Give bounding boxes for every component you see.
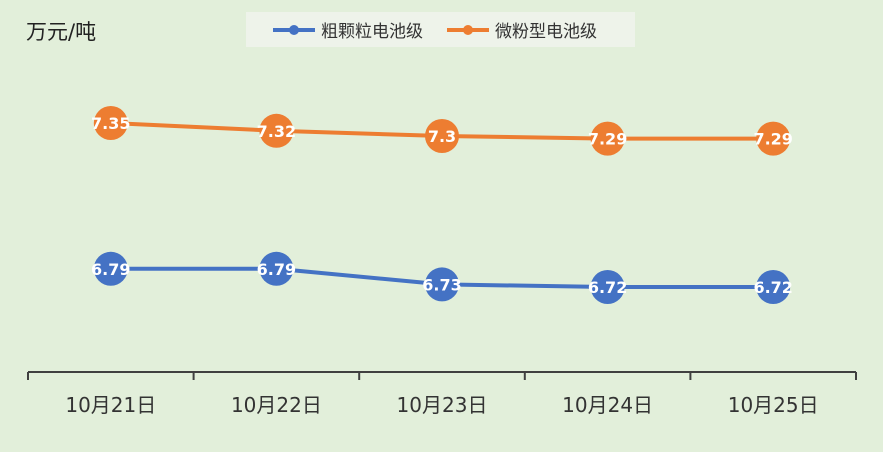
data-point-marker	[93, 106, 128, 140]
data-point-marker	[259, 251, 294, 286]
data-point-marker	[756, 121, 791, 156]
legend: 粗颗粒电池级 微粉型电池级	[246, 12, 635, 47]
data-label: 7.29	[753, 130, 792, 149]
data-label: 7.29	[588, 130, 627, 149]
data-label: 6.73	[422, 275, 461, 294]
legend-item-fine-granule: 粗颗粒电池级	[273, 17, 423, 42]
data-label: 7.3	[428, 127, 456, 146]
data-point-marker	[425, 119, 459, 154]
data-point-marker	[93, 251, 128, 286]
data-label: 6.72	[753, 278, 792, 297]
legend-item-micro-powder: 微粉型电池级	[447, 17, 597, 42]
x-tick-label: 10月24日	[562, 393, 653, 417]
legend-swatch-orange	[447, 24, 489, 36]
data-point-marker	[590, 121, 625, 156]
legend-label: 粗颗粒电池级	[321, 22, 423, 42]
x-tick-label: 10月23日	[397, 393, 488, 417]
x-tick-label: 10月21日	[65, 393, 156, 417]
data-label: 6.79	[91, 260, 130, 279]
data-point-marker	[259, 113, 294, 148]
y-axis-unit: 万元/吨	[26, 20, 97, 44]
legend-label: 微粉型电池级	[495, 22, 597, 42]
data-label: 6.79	[257, 260, 296, 279]
legend-swatch-blue	[273, 24, 315, 36]
x-tick-label: 10月25日	[728, 393, 819, 417]
data-label: 7.35	[91, 114, 130, 133]
data-point-marker	[590, 270, 625, 304]
data-point-marker	[425, 267, 459, 302]
data-point-marker	[756, 270, 791, 304]
data-label: 6.72	[588, 278, 627, 297]
data-label: 7.32	[257, 122, 296, 141]
x-tick-label: 10月22日	[231, 393, 322, 417]
